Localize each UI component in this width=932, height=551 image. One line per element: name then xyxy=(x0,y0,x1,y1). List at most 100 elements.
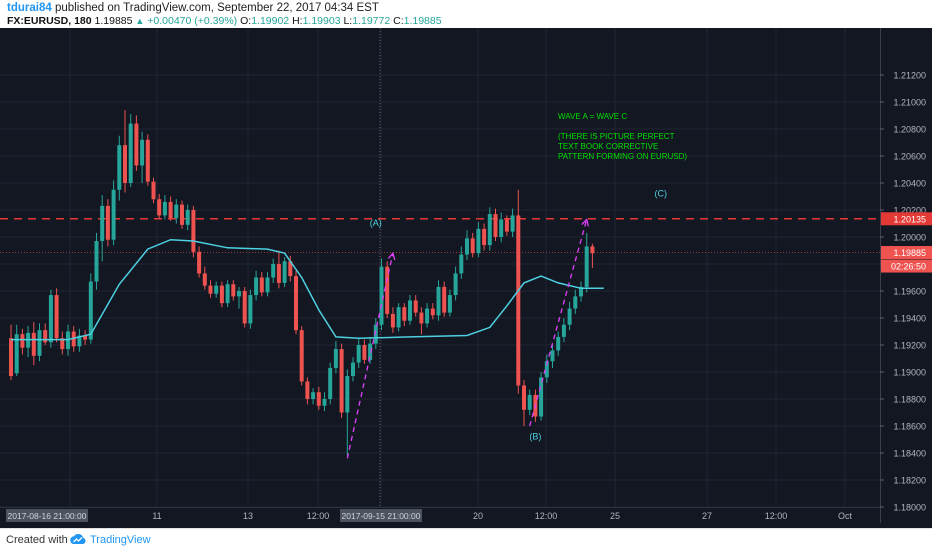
candle-body xyxy=(356,345,361,363)
annotation-text: PATTERN FORMING ON EURUSD) xyxy=(558,152,687,161)
resistance-price-badge xyxy=(881,212,932,226)
candle-body xyxy=(100,205,105,242)
candle-body xyxy=(20,334,25,348)
candle-body xyxy=(470,238,475,254)
candle-body xyxy=(214,285,219,294)
last-price-text: 1.19885 xyxy=(893,248,926,258)
candle-body xyxy=(225,284,230,304)
close-value: 1.19885 xyxy=(403,15,442,27)
wave-arrow-head xyxy=(581,218,589,227)
candle-body xyxy=(105,205,110,240)
x-tick-label: 25 xyxy=(610,511,620,521)
x-tick-label: 2017-08-16 21:00:00 xyxy=(8,511,87,521)
candle-body xyxy=(419,312,424,324)
candle-body xyxy=(436,286,441,316)
ohlc-legend: FX:EURUSD, 180 1.19885 ▲ +0.00470 (+0.39… xyxy=(7,15,442,27)
candle-body xyxy=(499,219,504,237)
wave-label: (B) xyxy=(529,432,541,442)
author-link[interactable]: tdurai84 xyxy=(7,2,52,14)
candle-body xyxy=(168,201,173,219)
candle-body xyxy=(447,295,452,313)
candle-body xyxy=(237,291,241,297)
candle-body xyxy=(390,313,395,328)
x-tick-label: 27 xyxy=(702,511,712,521)
candle-body xyxy=(174,204,179,219)
candle-body xyxy=(145,139,150,182)
candle-body xyxy=(579,286,583,297)
candle-body xyxy=(299,330,304,382)
candle-body xyxy=(510,215,515,232)
candle-body xyxy=(351,362,355,377)
candle-body xyxy=(544,361,549,378)
publish-info: tdurai84 published on TradingView.com, S… xyxy=(7,2,379,14)
candle-body xyxy=(202,273,207,286)
candle-body xyxy=(396,307,401,328)
candle-body xyxy=(539,377,544,417)
y-tick-label: 1.18600 xyxy=(893,422,926,432)
tradingview-brand[interactable]: TradingView xyxy=(90,534,151,546)
annotation-text: WAVE A = WAVE C xyxy=(558,112,627,121)
y-tick-label: 1.18000 xyxy=(893,503,926,513)
candle-body xyxy=(276,264,281,283)
x-tick-label-box xyxy=(340,509,422,522)
y-tick-label: 1.19200 xyxy=(893,341,926,351)
open-value: 1.19902 xyxy=(251,15,290,27)
candle-body xyxy=(504,219,509,232)
candle-body xyxy=(180,204,184,225)
y-tick-label: 1.20600 xyxy=(893,152,926,162)
change-label: +0.00470 (+0.39%) xyxy=(147,15,238,27)
candle-body xyxy=(573,296,578,309)
y-tick-label: 1.21200 xyxy=(893,71,926,81)
x-tick-label: 12:00 xyxy=(535,511,558,521)
candle-body xyxy=(265,277,270,293)
candle-body xyxy=(219,285,224,304)
last-price-label: 1.19885 xyxy=(94,15,133,27)
low-key: L: xyxy=(343,15,353,27)
close-key: C: xyxy=(393,15,404,27)
candle-body xyxy=(117,145,122,190)
moving-average-line xyxy=(11,238,604,341)
y-tick-label: 1.19000 xyxy=(893,368,926,378)
created-with-text: Created with xyxy=(6,534,68,546)
price-chart[interactable]: 1.21200 1.21000 1.20800 1.20600 1.20400 1.202… xyxy=(0,28,932,528)
candle-body xyxy=(37,330,42,356)
candle-body xyxy=(413,300,418,313)
candle-body xyxy=(185,210,190,225)
annotation-text: TEXT BOOK CORRECTIVE xyxy=(558,142,658,151)
wave-arrow-head xyxy=(387,251,396,261)
x-tick-label: 20 xyxy=(473,511,483,521)
candle-body xyxy=(151,181,156,200)
chart-header: tdurai84 published on TradingView.com, S… xyxy=(0,0,932,28)
candle-body xyxy=(556,336,561,351)
candle-body xyxy=(368,343,373,360)
wave-arrow-line xyxy=(346,253,394,459)
open-key: O: xyxy=(240,15,252,27)
candle-body xyxy=(271,264,276,278)
symbol-label[interactable]: FX:EURUSD, 180 xyxy=(7,15,92,27)
candle-body xyxy=(43,330,48,343)
candle-body xyxy=(231,284,236,297)
candle-body xyxy=(123,145,127,183)
candle-body xyxy=(430,308,435,316)
candle-body xyxy=(590,246,595,254)
candle-body xyxy=(487,214,492,246)
candle-body xyxy=(339,349,344,413)
y-tick-label: 1.18800 xyxy=(893,395,926,405)
candle-body xyxy=(373,324,378,344)
candle-body xyxy=(288,261,293,277)
y-tick-label: 1.18400 xyxy=(893,449,926,459)
up-triangle-icon: ▲ xyxy=(135,16,145,26)
x-tick-label: 11 xyxy=(152,511,161,521)
y-tick-label: 1.20000 xyxy=(893,233,926,243)
candle-body xyxy=(408,300,412,321)
x-tick-label: 2017-09-15 21:00:00 xyxy=(342,511,421,521)
chart-background xyxy=(0,28,932,528)
price-axis-panel xyxy=(880,28,932,528)
y-tick-label: 1.19600 xyxy=(893,287,926,297)
candle-body xyxy=(379,266,384,325)
candle-body xyxy=(248,295,253,324)
y-tick-label: 1.20200 xyxy=(893,206,926,216)
candle-body xyxy=(316,392,321,406)
candle-body xyxy=(493,214,498,237)
candle-body xyxy=(482,228,487,246)
